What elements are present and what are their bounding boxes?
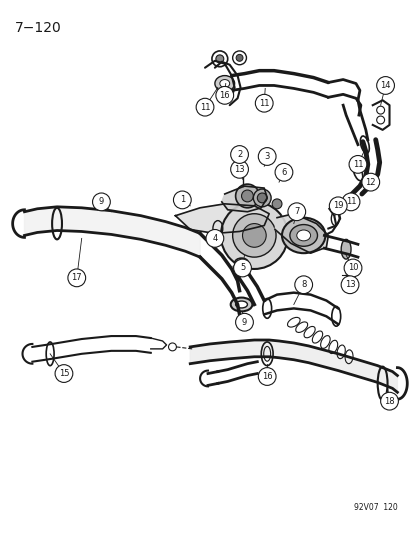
Circle shape [93, 193, 110, 211]
Ellipse shape [214, 76, 234, 91]
Circle shape [211, 51, 227, 67]
Circle shape [68, 269, 85, 287]
Text: 16: 16 [219, 91, 230, 100]
Circle shape [168, 343, 176, 351]
Text: 8: 8 [300, 280, 306, 289]
Circle shape [253, 189, 271, 207]
Text: 1: 1 [179, 196, 185, 205]
Circle shape [235, 184, 259, 208]
Ellipse shape [234, 258, 248, 268]
Text: 18: 18 [383, 397, 394, 406]
Circle shape [380, 392, 397, 410]
Text: 14: 14 [380, 81, 390, 90]
Text: 19: 19 [332, 201, 343, 211]
Circle shape [220, 202, 287, 269]
Text: 7: 7 [293, 207, 299, 216]
Polygon shape [221, 186, 266, 212]
Circle shape [230, 146, 248, 164]
Text: 4: 4 [212, 234, 217, 243]
Ellipse shape [230, 297, 252, 311]
Ellipse shape [281, 217, 325, 253]
Polygon shape [24, 207, 199, 257]
Circle shape [235, 313, 253, 331]
Polygon shape [175, 204, 268, 233]
Circle shape [343, 259, 361, 277]
Text: 11: 11 [199, 103, 210, 112]
Circle shape [376, 116, 384, 124]
Circle shape [258, 148, 275, 165]
Circle shape [206, 230, 223, 247]
Circle shape [196, 98, 214, 116]
Circle shape [242, 223, 266, 247]
Text: 2: 2 [236, 150, 242, 159]
Polygon shape [274, 214, 328, 253]
Ellipse shape [340, 239, 350, 259]
Circle shape [328, 197, 346, 215]
Text: 92V07  120: 92V07 120 [353, 503, 396, 512]
Circle shape [271, 199, 281, 209]
Text: 11: 11 [259, 99, 269, 108]
Circle shape [257, 193, 266, 203]
Text: 9: 9 [241, 318, 247, 327]
Circle shape [173, 191, 191, 209]
Circle shape [255, 94, 273, 112]
Polygon shape [190, 340, 396, 392]
Text: 13: 13 [344, 280, 354, 289]
Circle shape [376, 106, 384, 114]
Ellipse shape [330, 212, 338, 225]
Circle shape [233, 259, 251, 277]
Circle shape [215, 55, 223, 63]
Text: 15: 15 [59, 369, 69, 378]
Text: 7−120: 7−120 [14, 21, 61, 35]
Circle shape [376, 77, 394, 94]
Circle shape [215, 86, 233, 104]
Text: 12: 12 [365, 177, 375, 187]
Ellipse shape [296, 230, 310, 241]
Text: 3: 3 [264, 152, 269, 161]
Text: 11: 11 [352, 160, 362, 169]
Circle shape [341, 193, 359, 211]
Circle shape [287, 203, 305, 221]
Circle shape [241, 190, 253, 202]
Circle shape [258, 368, 275, 385]
Text: 9: 9 [99, 197, 104, 206]
Text: 17: 17 [71, 273, 82, 282]
Circle shape [232, 214, 275, 257]
Circle shape [294, 276, 312, 294]
Text: 13: 13 [234, 165, 244, 174]
Text: 11: 11 [345, 197, 356, 206]
Text: 5: 5 [239, 263, 244, 272]
Circle shape [348, 156, 366, 173]
Circle shape [230, 160, 248, 178]
Circle shape [232, 51, 246, 64]
Circle shape [340, 276, 358, 294]
Ellipse shape [235, 301, 247, 308]
Text: 6: 6 [280, 168, 286, 177]
Text: 10: 10 [347, 263, 357, 272]
Ellipse shape [219, 79, 229, 87]
Circle shape [235, 54, 242, 61]
Circle shape [274, 164, 292, 181]
Circle shape [361, 173, 379, 191]
Circle shape [55, 365, 73, 382]
Ellipse shape [289, 224, 317, 246]
Text: 16: 16 [261, 372, 272, 381]
